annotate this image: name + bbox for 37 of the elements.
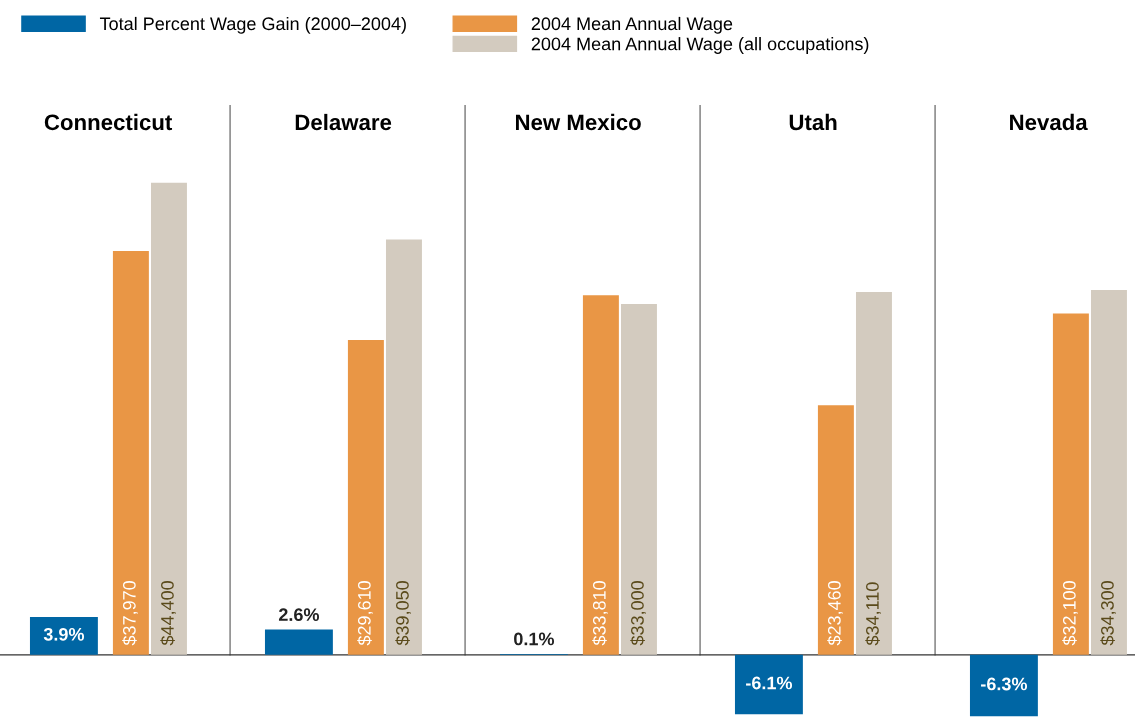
data-label: -6.1%	[746, 676, 793, 690]
bar	[582, 295, 619, 655]
bar	[620, 303, 657, 655]
data-label: 0.1%	[514, 632, 555, 646]
data-label: $33,000	[630, 581, 646, 646]
legend-label: Total Percent Wage Gain (2000–2004)	[99, 16, 406, 34]
bar	[264, 629, 333, 655]
data-label: $23,460	[827, 581, 843, 646]
bar	[1090, 290, 1127, 655]
data-label: 2.6%	[278, 608, 320, 622]
x-tick-label: Nevada	[1010, 113, 1088, 131]
bar	[817, 405, 854, 655]
data-label: $44,400	[160, 581, 176, 646]
data-label: $33,810	[592, 581, 608, 646]
bar	[855, 292, 892, 655]
data-label: $39,050	[395, 581, 411, 646]
x-tick-label: New Mexico	[515, 113, 641, 131]
bar	[969, 654, 1038, 717]
data-label: 3.9%	[43, 627, 85, 641]
data-label: $32,100	[1062, 581, 1078, 646]
bar	[1052, 313, 1089, 655]
legend-label: 2004 Mean Annual Wage	[531, 16, 733, 34]
bar	[347, 339, 384, 655]
bar	[734, 654, 803, 715]
bar	[112, 251, 149, 655]
x-tick-label: Connecticut	[44, 113, 173, 131]
data-label: $29,610	[357, 581, 373, 646]
x-tick-label: Utah	[789, 113, 837, 131]
x-tick-label: Delaware	[295, 113, 392, 131]
bar	[29, 616, 98, 655]
bar	[150, 182, 187, 655]
legend-label: 2004 Mean Annual Wage (all occupations)	[531, 37, 869, 54]
data-label: $37,970	[122, 581, 138, 646]
data-label: $34,110	[865, 582, 881, 646]
data-label: $34,300	[1100, 581, 1116, 646]
bar	[385, 239, 422, 655]
data-label: -6.3%	[981, 677, 1028, 691]
